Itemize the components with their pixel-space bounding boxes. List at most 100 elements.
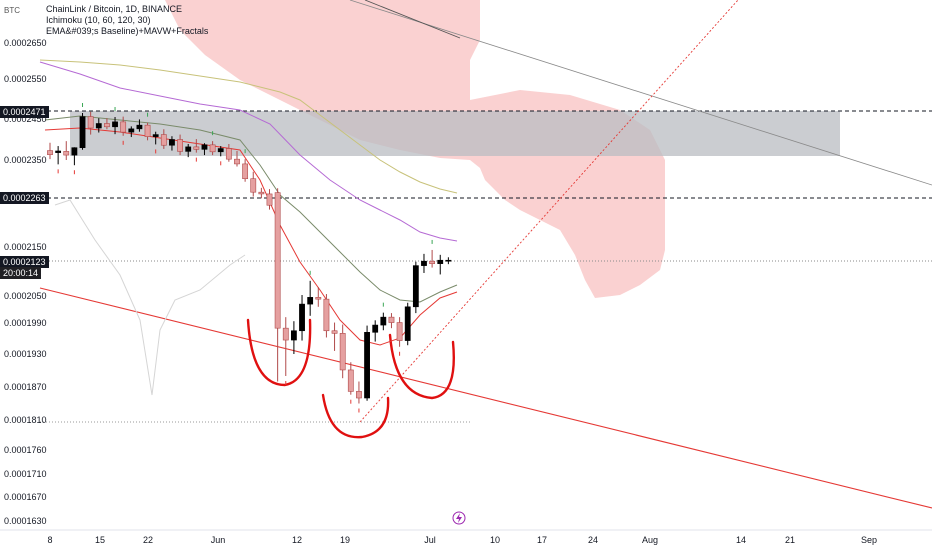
price-axis[interactable]: 0.0002650 0.0002550 0.0002450 0.0002350 0.00…: [4, 38, 47, 526]
candle[interactable]: [217, 146, 224, 157]
candle[interactable]: [282, 317, 289, 376]
candle[interactable]: [63, 141, 70, 160]
candle[interactable]: [388, 313, 395, 329]
candle[interactable]: [95, 118, 102, 133]
candle[interactable]: [120, 116, 127, 136]
candle-body: [299, 303, 305, 332]
candle-body: [201, 144, 208, 150]
candle-body: [372, 324, 379, 333]
candle[interactable]: [380, 312, 387, 331]
candle-body: [87, 116, 94, 129]
candle[interactable]: [372, 320, 379, 342]
x-tick-label: 22: [143, 535, 153, 545]
symbol-title[interactable]: ChainLink / Bitcoin, 1D, BINANCE: [46, 4, 183, 14]
time-axis[interactable]: 8 15 22 Jun 12 19 Jul 10 17 24 Aug 14 21 Sep: [0, 529, 932, 545]
candle[interactable]: [136, 119, 143, 132]
candle[interactable]: [160, 129, 167, 149]
candle[interactable]: [112, 117, 118, 135]
candle[interactable]: [209, 141, 216, 156]
candle-body: [160, 134, 167, 146]
candle[interactable]: [315, 287, 322, 307]
candle[interactable]: [128, 126, 135, 138]
x-tick-label: 14: [736, 535, 746, 545]
candle[interactable]: [290, 321, 297, 354]
candle[interactable]: [412, 261, 419, 314]
lightning-bolt-glyph: [456, 513, 462, 523]
candle-body: [104, 123, 110, 128]
candle[interactable]: [258, 187, 265, 199]
misc-icons: [452, 511, 466, 525]
candle[interactable]: [177, 134, 183, 156]
candle[interactable]: [299, 295, 305, 341]
y-tick-label: 0.0002650: [4, 38, 47, 48]
candle[interactable]: [47, 142, 53, 160]
descending-trend-line: [349, 0, 932, 186]
candle-body: [234, 158, 240, 165]
y-tick-label: 0.0001670: [4, 492, 47, 502]
x-tick-label: 15: [95, 535, 105, 545]
candle[interactable]: [307, 280, 314, 316]
candle[interactable]: [250, 171, 257, 197]
candle-body: [193, 146, 200, 150]
long-trend-line: [364, 0, 461, 39]
candle[interactable]: [144, 122, 151, 141]
candle[interactable]: [79, 113, 86, 150]
candle-body: [217, 148, 224, 153]
candle[interactable]: [87, 111, 94, 135]
candle-body: [437, 259, 444, 264]
candle-body: [323, 298, 330, 332]
candle[interactable]: [266, 189, 273, 210]
candle[interactable]: [234, 150, 240, 167]
candle[interactable]: [429, 249, 436, 268]
candle[interactable]: [356, 381, 362, 404]
support-trend-line: [39, 287, 932, 509]
candles[interactable]: [47, 111, 452, 404]
candle-body: [290, 330, 297, 341]
candle[interactable]: [55, 146, 62, 165]
y-tick-label: 0.0001760: [4, 445, 47, 455]
candle-body: [429, 260, 436, 264]
candle-body: [250, 178, 257, 193]
candle-body: [347, 369, 354, 392]
candle-body: [112, 121, 118, 128]
baseline-line: [44, 115, 458, 303]
candle-body: [388, 316, 395, 323]
x-tick-label: 21: [785, 535, 795, 545]
candle[interactable]: [445, 257, 452, 265]
price-tag-current: 0.0002123: [0, 256, 49, 268]
candle[interactable]: [152, 131, 159, 145]
bar-countdown: 20:00:14: [0, 267, 42, 279]
candle[interactable]: [225, 144, 232, 162]
candle[interactable]: [274, 188, 281, 382]
candle-body: [136, 124, 143, 130]
candle[interactable]: [193, 139, 200, 153]
indicator-ema[interactable]: EMA&#039;s Baseline)+MAVW+Fractals: [46, 26, 209, 36]
candle[interactable]: [71, 147, 78, 166]
candle[interactable]: [185, 144, 192, 158]
x-tick-label: Aug: [642, 535, 658, 545]
lagging-span-line: [54, 199, 246, 396]
candle[interactable]: [421, 253, 427, 273]
candle[interactable]: [364, 325, 370, 401]
candle[interactable]: [323, 294, 330, 338]
candle[interactable]: [331, 322, 338, 351]
candle[interactable]: [437, 254, 444, 275]
candle[interactable]: [396, 317, 403, 347]
indicator-ichimoku[interactable]: Ichimoku (10, 60, 120, 30): [46, 15, 151, 25]
candle-body: [71, 147, 78, 156]
candle[interactable]: [201, 143, 208, 156]
candle-body: [421, 260, 427, 266]
candle-body: [177, 139, 183, 152]
candle[interactable]: [404, 302, 411, 346]
candle[interactable]: [242, 159, 249, 182]
candle[interactable]: [339, 324, 346, 379]
currency-label: BTC: [4, 6, 20, 15]
candle-body: [185, 146, 192, 152]
candle-body: [55, 150, 62, 153]
candle[interactable]: [104, 118, 110, 130]
candle-body: [152, 134, 159, 137]
candle[interactable]: [347, 362, 354, 395]
candle[interactable]: [169, 136, 175, 151]
candle-body: [128, 128, 135, 133]
